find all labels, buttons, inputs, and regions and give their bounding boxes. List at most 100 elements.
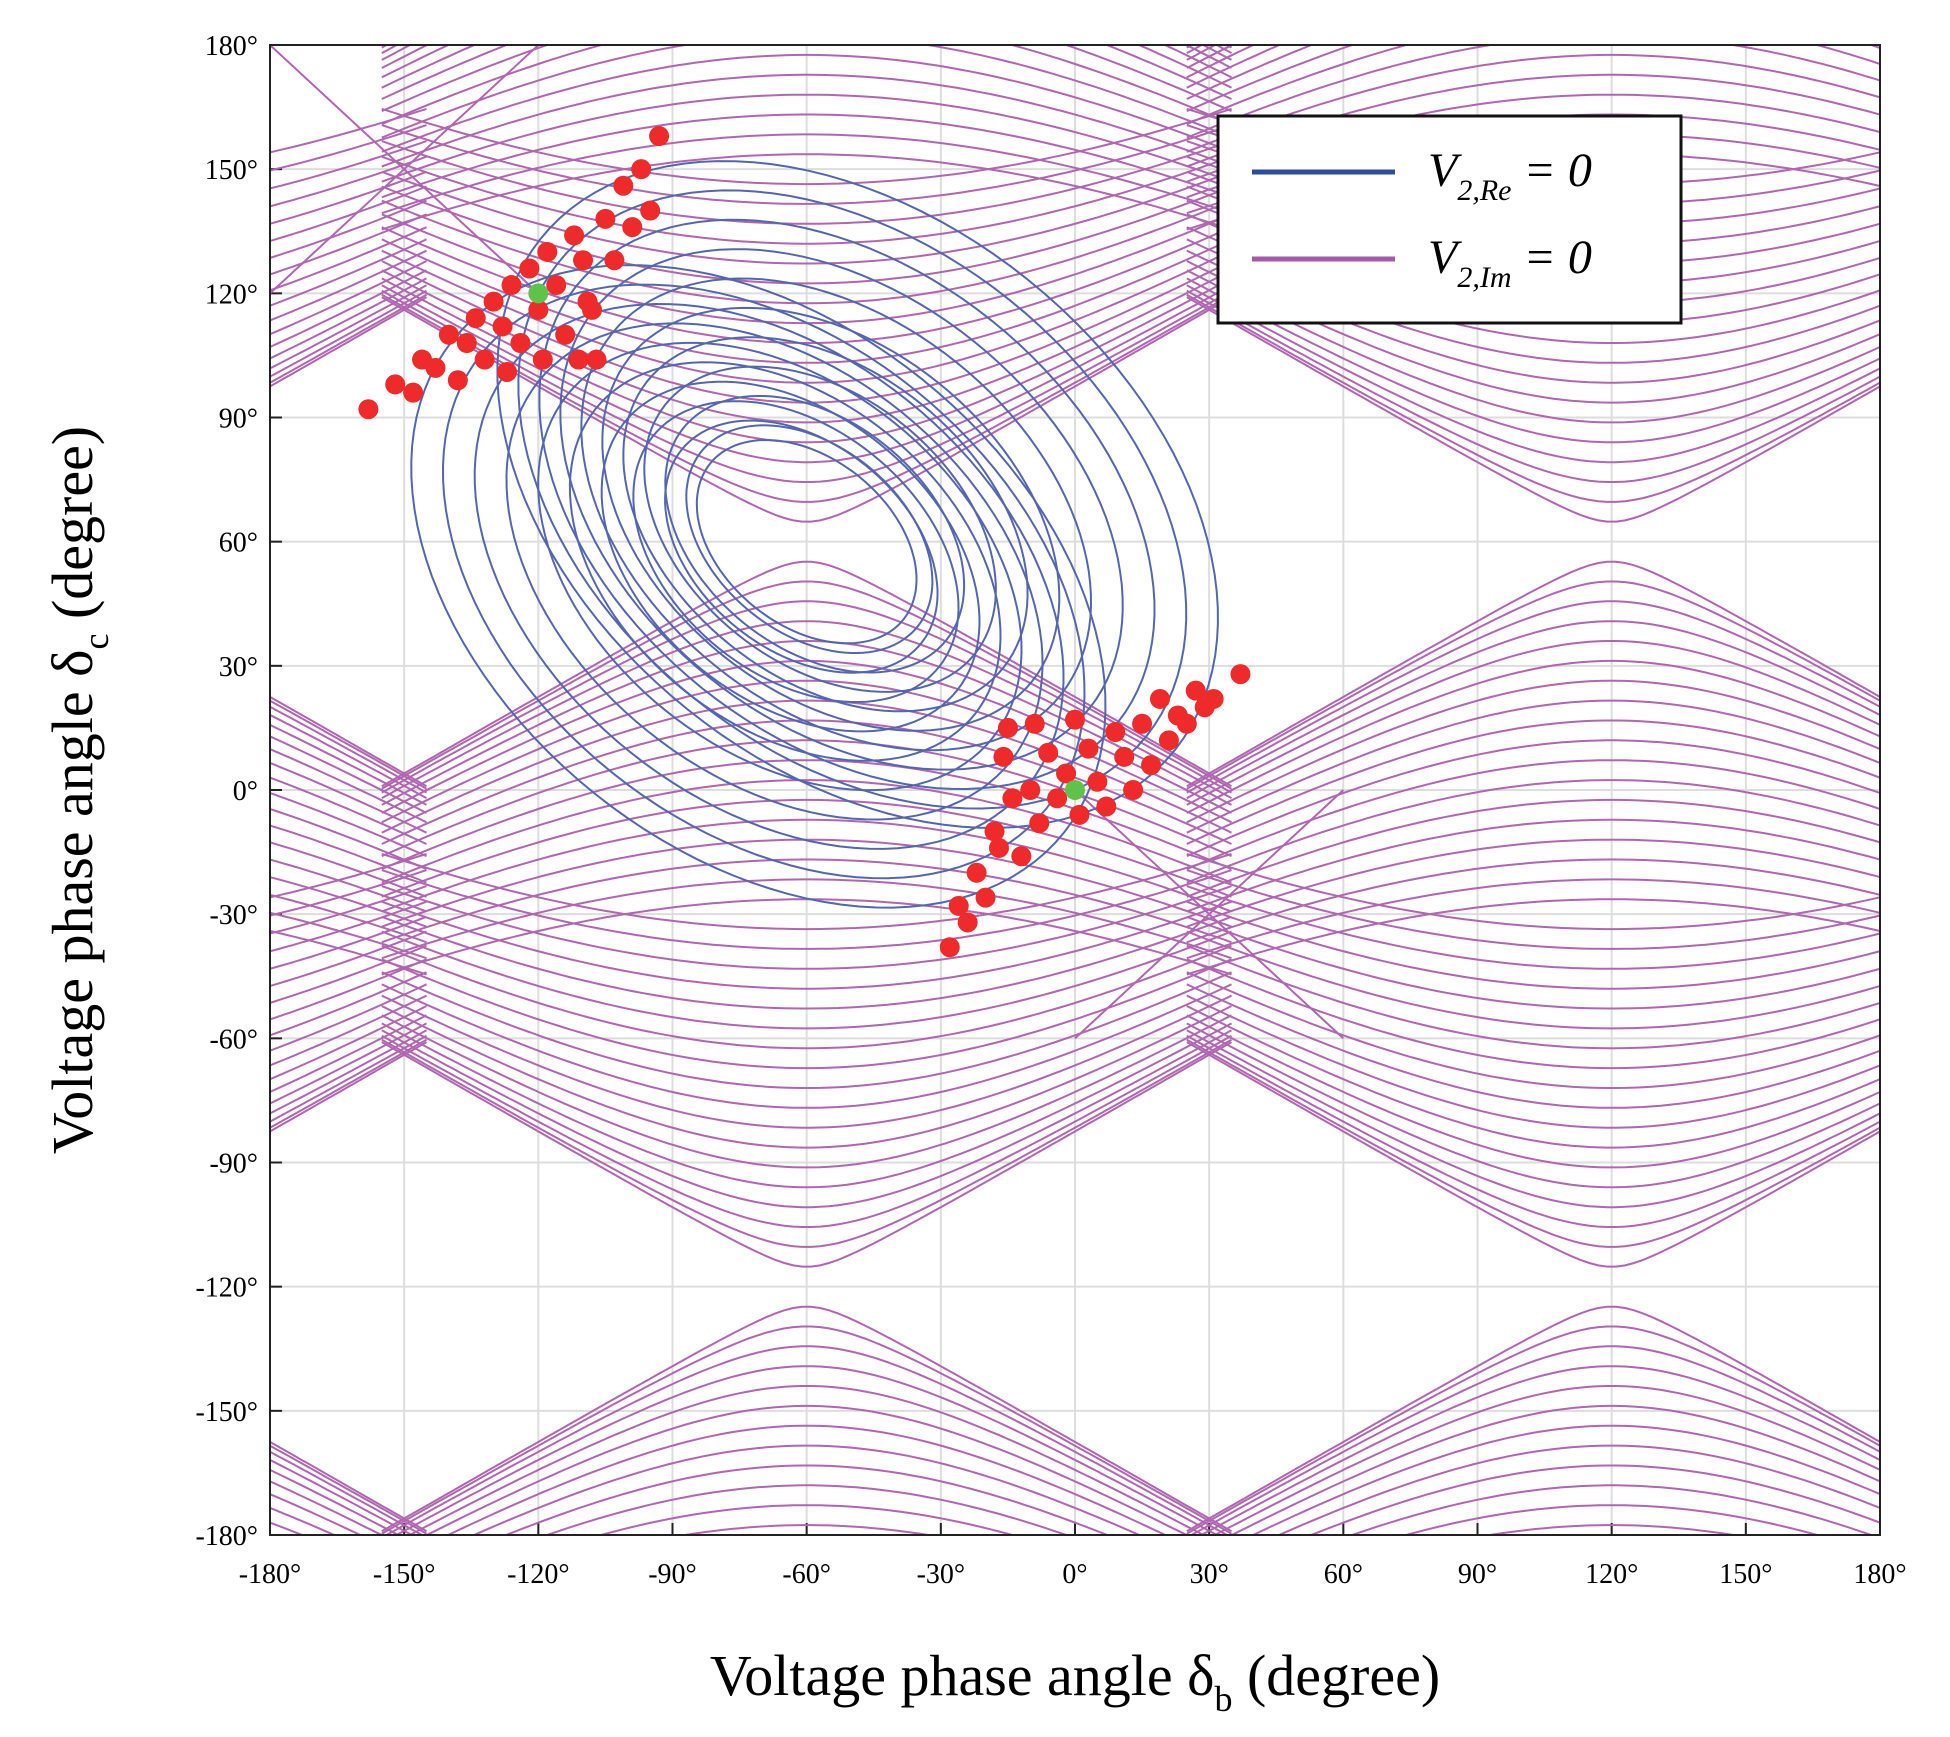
re-curve [632, 400, 960, 703]
im-curve [381, 885, 1232, 970]
im-curve [381, 124, 1232, 205]
y-tick-label: 180° [205, 31, 258, 62]
grid [269, 44, 1881, 1536]
im-curve [270, 929, 427, 976]
im-curve [381, 199, 1232, 305]
im-curve [1186, 885, 1880, 970]
im-curve [1187, 0, 1950, 41]
x-tick-label: -30° [917, 1559, 966, 1590]
im-curve [381, 93, 1232, 183]
solution-point [966, 862, 987, 883]
im-curve [1186, 560, 1880, 788]
im-curve [381, 620, 1232, 799]
im-curve [270, 841, 427, 898]
im-curve [270, 930, 427, 988]
im-curve [270, 748, 427, 824]
im-curve [1199, 1365, 1880, 1535]
im-curve [270, 226, 427, 292]
im-curve [381, 759, 1232, 871]
im-curve [270, 1034, 427, 1123]
y-tick-labels: -180° -150° -120° -90° -60° -30° 0° 30° 60° 90° 12… [195, 31, 258, 1552]
im-curve [270, 140, 427, 190]
solution-point [997, 717, 1018, 738]
im-curve [381, 170, 1232, 265]
solution-point [1230, 664, 1251, 685]
solution-point [438, 324, 459, 345]
im-saddle-line [270, 45, 540, 295]
im-curve [1186, 45, 1880, 126]
im-curve [381, 45, 1232, 139]
im-curve [270, 852, 427, 899]
im-curve [1186, 45, 1194, 49]
im-curve [0, 1565, 427, 1657]
im-curve [0, 1644, 427, 1719]
legend: V2,Re = 0 V2,Im = 0 [1216, 114, 1683, 325]
im-curve [270, 1038, 427, 1129]
re-curve [505, 322, 1044, 821]
solution-point [501, 275, 522, 296]
im-curve [1402, 1504, 1821, 1535]
im-curve [1189, 1345, 1880, 1535]
im-curve [1186, 759, 1880, 871]
solution-point [532, 349, 553, 370]
solution-point [640, 200, 661, 221]
im-curve [1186, 580, 1880, 790]
solution-point [1029, 813, 1050, 834]
solution-point [1002, 788, 1023, 809]
solution-point [497, 361, 518, 382]
im-curve [270, 1468, 401, 1535]
solution-point [1132, 713, 1153, 734]
x-tick-label: -120° [507, 1559, 570, 1590]
solution-point [1176, 713, 1197, 734]
im-curve [1484, 1524, 1740, 1535]
im-curve [1186, 858, 1880, 944]
im-curve [270, 723, 427, 806]
im-curve [270, 213, 427, 276]
im-curve [381, 249, 1232, 384]
im-curve [270, 1005, 427, 1081]
solution-point [984, 821, 1005, 842]
im-curve [381, 45, 1232, 126]
im-curve [1186, 739, 1880, 858]
plot-frame [269, 44, 1881, 1536]
x-tick-labels: -180° -150° -120° -90° -60° -30° 0° 30° 60° 90° 12… [239, 1559, 1907, 1590]
im-curve [270, 776, 427, 845]
re-curve [664, 419, 939, 674]
im-curve [1186, 45, 1880, 113]
im-curve [381, 1022, 1232, 1189]
y-tick-label: -60° [209, 1024, 258, 1055]
im-curve [1186, 944, 1880, 1050]
solution-point [465, 308, 486, 329]
solution-point [595, 208, 616, 229]
im-curve [270, 699, 427, 790]
im-curve [381, 739, 1232, 858]
im-curve [381, 1034, 1232, 1228]
legend-box [1216, 114, 1683, 325]
im-curve [0, 1605, 427, 1688]
im-curve [1186, 1022, 1880, 1189]
re-curve [580, 277, 1093, 752]
im-curve [381, 994, 1232, 1129]
im-curve [270, 296, 427, 388]
solution-point [1078, 738, 1099, 759]
im-curve [270, 713, 427, 799]
x-tick-label: 150° [1719, 1559, 1772, 1590]
im-curve [270, 885, 427, 935]
solution-point [403, 382, 424, 403]
x-tick-label: 120° [1585, 1559, 1638, 1590]
im-curve [270, 199, 427, 259]
im-curve [270, 1450, 424, 1535]
solution-point [631, 159, 652, 180]
im-curve [0, 1585, 427, 1672]
im-curve [381, 1005, 1232, 1149]
im-curve [381, 983, 1232, 1109]
im-curve [270, 876, 427, 928]
solution-point [948, 895, 969, 916]
legend-label-im: V2,Im = 0 [1428, 231, 1592, 294]
im-curve [381, 238, 1232, 364]
solution-point [483, 291, 504, 312]
im-curve [1186, 277, 1880, 444]
im-curve [270, 1506, 337, 1535]
im-curve [270, 1029, 427, 1115]
im-curve [270, 249, 427, 322]
